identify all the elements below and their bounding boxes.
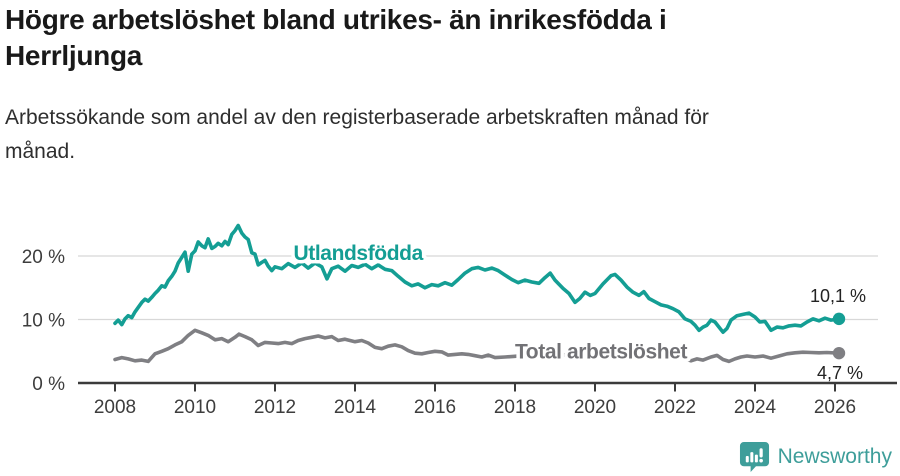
utlandsfodda-line [113, 223, 841, 335]
series-label-utlandsfodda: Utlandsfödda [294, 242, 424, 265]
x-tick-label: 2012 [254, 397, 296, 418]
total-line [113, 328, 841, 364]
utlandsfodda-end-dot [832, 312, 846, 326]
page-title: Högre arbetslöshet bland utrikes- än inr… [5, 4, 667, 71]
total-end-dot [832, 346, 846, 360]
y-tick-label: 20 % [22, 247, 65, 268]
x-tick-label: 2020 [574, 397, 616, 418]
x-tick-label: 2024 [734, 397, 777, 418]
x-tick-label: 2018 [494, 397, 536, 418]
newsworthy-brand-link[interactable]: Newsworthy [739, 441, 892, 473]
x-tick-label: 2026 [814, 397, 856, 418]
x-tick-label: 2010 [174, 397, 216, 418]
x-tick-label: 2014 [334, 397, 377, 418]
y-tick-label: 0 % [32, 374, 65, 395]
brand-name: Newsworthy [777, 445, 892, 468]
y-tick-label: 10 % [22, 311, 65, 332]
x-tick-label: 2016 [414, 397, 456, 418]
series-label-total: Total arbetslöshet [515, 340, 688, 363]
end-value-label-total: 4,7 % [817, 363, 863, 383]
x-tick-label: 2022 [654, 397, 696, 418]
page-subtitle: Arbetssökande som andel av den registerb… [5, 106, 709, 163]
end-value-label-utlandsfodda: 10,1 % [810, 286, 866, 306]
newsworthy-logo-icon [739, 441, 769, 473]
x-tick-label: 2008 [94, 397, 136, 418]
